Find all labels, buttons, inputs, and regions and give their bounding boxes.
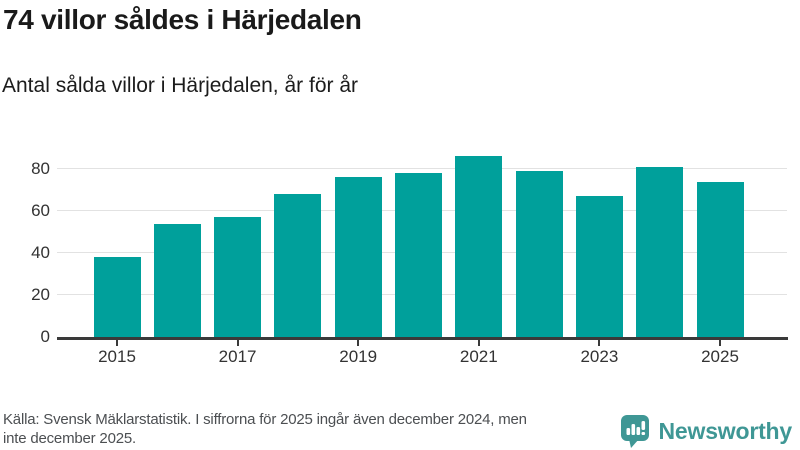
x-axis-tick-2015 — [116, 340, 118, 346]
bar-2018 — [274, 194, 322, 337]
x-axis-line — [57, 337, 788, 340]
chart-title: 74 villor såldes i Härjedalen — [3, 4, 362, 35]
x-axis-label-2025: 2025 — [701, 347, 739, 366]
x-axis-tick-2019 — [357, 340, 360, 346]
y-axis-label-60: 60 — [31, 201, 50, 220]
x-axis-label-2015: 2015 — [98, 347, 136, 366]
bar-2015 — [93, 257, 141, 337]
chart-subtitle: Antal sålda villor i Härjedalen, år för … — [2, 74, 358, 97]
source-note-line2: inte december 2025. — [3, 430, 136, 447]
x-axis-label-2021: 2021 — [459, 347, 498, 366]
newsworthy-icon — [620, 415, 649, 448]
y-axis-label-0: 0 — [40, 327, 50, 346]
x-axis-label-2023: 2023 — [580, 347, 619, 366]
y-axis-label-80: 80 — [31, 159, 50, 178]
y-axis-label-40: 40 — [31, 243, 50, 262]
y-axis-label-20: 20 — [31, 285, 50, 304]
x-axis-tick-2021 — [477, 340, 480, 346]
x-axis-tick-2017 — [236, 340, 239, 346]
x-axis-label-2019: 2019 — [339, 347, 378, 366]
source-note: Källa: Svensk Mäklarstatistik. I siffror… — [3, 410, 639, 448]
gridline-80 — [57, 168, 787, 169]
newsworthy-wordmark: Newsworthy — [658, 417, 793, 444]
plot-area — [57, 148, 787, 337]
bar-2016 — [153, 223, 201, 337]
bar-2020 — [395, 173, 442, 337]
bar-2021 — [455, 156, 503, 337]
newsworthy-logo: Newsworthy — [620, 413, 792, 449]
bar-2024 — [636, 166, 684, 337]
bar-2022 — [515, 171, 563, 337]
x-axis-tick-2023 — [598, 340, 601, 346]
source-note-line1: Källa: Svensk Mäklarstatistik. I siffror… — [3, 411, 527, 428]
bar-2017 — [214, 217, 262, 337]
bar-2023 — [575, 196, 623, 337]
x-axis-tick-2025 — [719, 340, 721, 346]
bar-2025 — [696, 181, 744, 337]
bar-2019 — [334, 177, 382, 337]
x-axis-label-2017: 2017 — [218, 347, 257, 366]
